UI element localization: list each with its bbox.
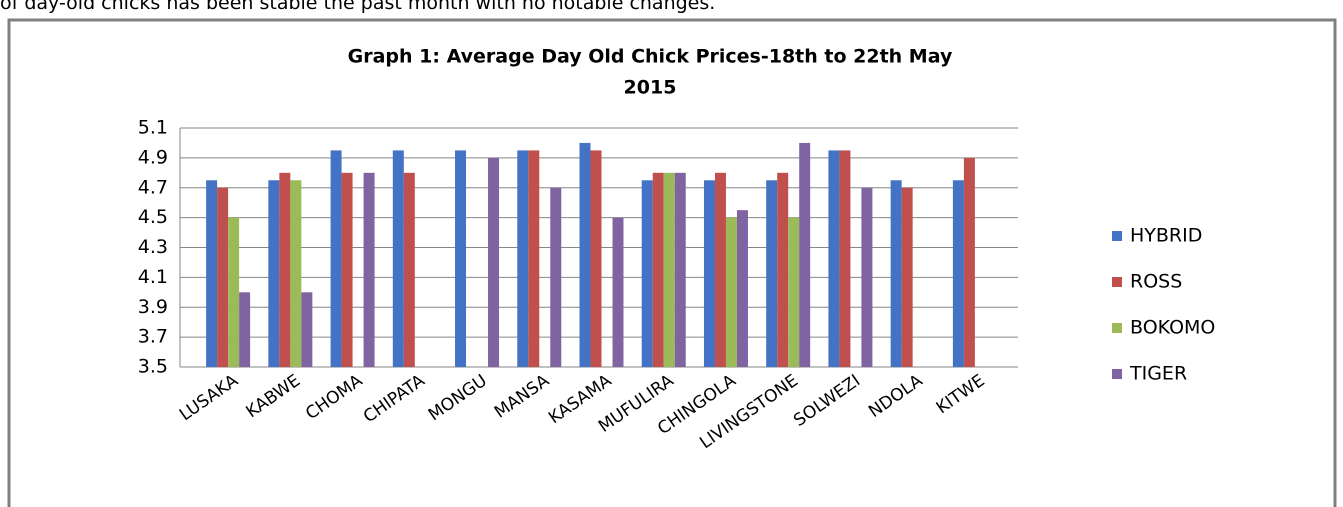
intro-text: of day-old chicks has been stable the pa… <box>0 0 716 14</box>
y-tick-label: 4.3 <box>138 236 168 258</box>
bar <box>279 172 291 367</box>
bar <box>239 292 251 367</box>
bar <box>301 292 313 367</box>
legend-swatch <box>1112 323 1122 333</box>
bar <box>788 217 800 367</box>
y-tick-label: 4.5 <box>138 206 168 228</box>
y-tick-label: 3.9 <box>138 296 168 318</box>
bar <box>703 180 715 367</box>
legend-label: ROSS <box>1130 271 1182 293</box>
chart-title: 2015 <box>624 77 677 99</box>
bar <box>217 187 229 367</box>
bar <box>330 150 342 367</box>
bar <box>579 142 591 367</box>
bar <box>612 217 624 367</box>
bar <box>777 172 789 367</box>
bar <box>890 180 902 367</box>
bar <box>736 210 748 367</box>
bar <box>550 187 562 367</box>
legend-swatch <box>1112 231 1122 241</box>
y-tick-label: 4.1 <box>138 266 168 288</box>
y-tick-label: 5.1 <box>138 117 168 139</box>
bar <box>766 180 778 367</box>
y-tick-label: 4.7 <box>138 176 168 198</box>
bar <box>455 150 467 367</box>
y-tick-label: 4.9 <box>138 146 168 168</box>
bar <box>290 180 302 367</box>
bar <box>652 172 664 367</box>
bar <box>674 172 686 367</box>
bar <box>488 157 500 367</box>
bar <box>392 150 404 367</box>
legend-swatch <box>1112 277 1122 287</box>
legend-swatch <box>1112 369 1122 379</box>
y-tick-label: 3.5 <box>138 356 168 378</box>
bar <box>861 187 873 367</box>
y-tick-label: 3.7 <box>138 326 168 348</box>
bar <box>799 142 811 367</box>
bar <box>641 180 653 367</box>
bar <box>901 187 913 367</box>
bar <box>403 172 415 367</box>
legend-label: HYBRID <box>1130 225 1202 247</box>
bar <box>528 150 540 367</box>
bar <box>268 180 280 367</box>
bar <box>952 180 964 367</box>
bar <box>839 150 851 367</box>
bar <box>206 180 218 367</box>
bar <box>590 150 602 367</box>
bar <box>228 217 240 367</box>
bar <box>963 157 975 367</box>
bar <box>363 172 375 367</box>
bar <box>828 150 840 367</box>
chart-title: Graph 1: Average Day Old Chick Prices-18… <box>348 46 953 68</box>
bar <box>663 172 675 367</box>
bar <box>714 172 726 367</box>
bar <box>517 150 529 367</box>
legend-label: TIGER <box>1129 363 1187 385</box>
bar <box>725 217 737 367</box>
legend-label: BOKOMO <box>1130 317 1215 339</box>
bar <box>341 172 353 367</box>
